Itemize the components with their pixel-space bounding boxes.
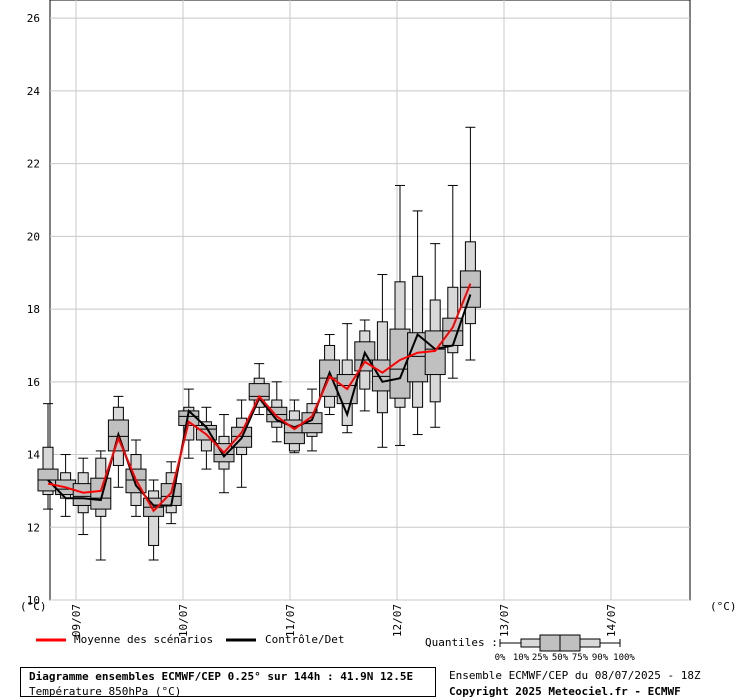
chart-subtitle: Température 850hPa (°C) — [29, 685, 182, 698]
y-axis-ticks: 10 12 14 16 18 20 22 24 26 — [27, 12, 41, 607]
x-tick-label: 13/07 — [498, 604, 511, 637]
legend: Moyenne des scénarios Contrôle/Det Quant… — [36, 633, 635, 663]
quantile-tick-label: 100% — [613, 653, 635, 663]
legend-quantile-ticks: 0% 10% 25% 50% 75% 90% 100% — [495, 653, 636, 663]
box-inner-range — [72, 483, 94, 506]
quantile-tick-label: 90% — [592, 653, 609, 663]
y-tick-label: 18 — [27, 303, 40, 316]
quantile-tick-label: 0% — [495, 653, 506, 663]
box-inner-range — [424, 330, 446, 376]
y-axis-unit-left: (°C) — [20, 600, 47, 613]
x-tick-label: 11/07 — [284, 604, 297, 637]
y-tick-label: 24 — [27, 85, 41, 98]
x-tick-label: 14/07 — [605, 604, 618, 637]
y-tick-label: 14 — [27, 449, 41, 462]
box-6 — [143, 479, 165, 561]
quantile-tick-label: 10% — [513, 653, 530, 663]
x-axis-labels: 09/07 10/07 11/07 12/07 13/07 14/07 — [70, 604, 618, 637]
quantile-tick-label: 75% — [572, 653, 589, 663]
y-tick-label: 22 — [27, 158, 40, 171]
mean-line — [47, 283, 472, 513]
legend-control-label: Contrôle/Det — [265, 633, 344, 646]
box-inner-range — [90, 477, 112, 510]
y-tick-label: 12 — [27, 521, 40, 534]
legend-quantiles-label: Quantiles : — [425, 636, 498, 649]
box-inner-range — [371, 359, 393, 392]
box-23 — [442, 184, 464, 379]
box-inner-range — [354, 341, 376, 372]
box-19 — [371, 274, 393, 448]
box-20 — [389, 184, 411, 446]
x-tick-label: 12/07 — [391, 604, 404, 637]
copyright: Copyright 2025 Meteociel.fr - ECMWF — [449, 685, 681, 698]
legend-mean-label: Moyenne des scénarios — [74, 633, 213, 646]
quantile-tick-label: 25% — [532, 653, 549, 663]
box-outer-range — [148, 490, 160, 546]
run-info: Ensemble ECMWF/CEP du 08/07/2025 - 18Z — [449, 669, 701, 682]
legend-quantile-box — [499, 634, 621, 652]
quantile-tick-label: 50% — [552, 653, 569, 663]
y-tick-label: 16 — [27, 376, 40, 389]
chart-title-box: Diagramme ensembles ECMWF/CEP 0.25° sur … — [20, 667, 436, 698]
x-tick-label: 09/07 — [70, 604, 83, 637]
x-tick-label: 10/07 — [177, 604, 190, 637]
box-3 — [90, 450, 112, 561]
chart-title: Diagramme ensembles ECMWF/CEP 0.25° sur … — [29, 670, 414, 683]
box-inner-range — [389, 328, 411, 399]
ensemble-chart: 10 12 14 16 18 20 22 24 26 09/07 10/07 11/07 12/07 1… — [20, 0, 737, 663]
y-tick-label: 20 — [27, 230, 40, 243]
y-tick-label: 26 — [27, 12, 40, 25]
line-series — [47, 283, 472, 513]
y-axis-unit-right: (°C) — [710, 600, 737, 613]
y-tick-label: 10 — [27, 594, 40, 607]
